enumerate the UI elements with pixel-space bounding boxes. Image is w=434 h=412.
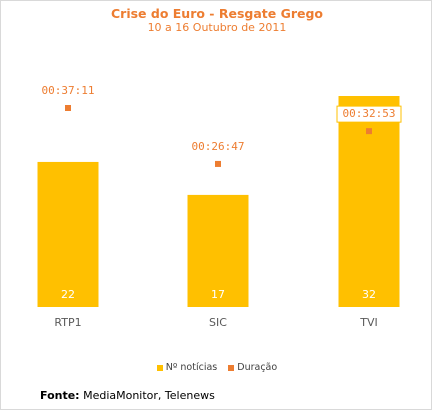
legend-label-noticias: Nº notícias — [165, 362, 218, 373]
bar-value-label-rtp1: 22 — [61, 288, 75, 301]
chart-title: Crise do Euro - Resgate Grego — [110, 6, 324, 21]
legend-label-duracao: Duração — [237, 362, 278, 373]
category-label-sic: SIC — [209, 316, 227, 329]
chart-legend: Nº notícias Duração — [0, 362, 434, 374]
legend-swatch-noticias — [156, 364, 163, 371]
duration-point-sic — [215, 160, 221, 167]
bar-sic — [187, 194, 249, 307]
duration-point-tvi — [366, 128, 372, 135]
bar-value-label-tvi: 32 — [362, 288, 376, 301]
legend-item-noticias: Nº notícias — [156, 362, 218, 373]
duration-label-box-tvi — [336, 105, 402, 123]
source-note: Fonte: MediaMonitor, Telenews — [40, 389, 215, 402]
source-text: MediaMonitor, Telenews — [79, 389, 215, 402]
bar-rtp1 — [37, 161, 99, 307]
legend-item-duracao: Duração — [228, 362, 277, 373]
duration-label-rtp1: 00:37:11 — [42, 84, 95, 97]
chart-subtitle: 10 a 16 Outubro de 2011 — [147, 21, 287, 34]
legend-swatch-duracao — [228, 364, 235, 371]
duration-point-rtp1 — [65, 105, 71, 111]
category-label-rtp1: RTP1 — [54, 316, 81, 329]
bar-tvi — [338, 96, 400, 307]
duration-label-sic: 00:26:47 — [192, 140, 245, 153]
source-prefix: Fonte: — [40, 389, 80, 402]
duration-label-tvi: 00:32:53 — [343, 107, 396, 120]
category-label-tvi: TVI — [359, 316, 378, 329]
bar-value-label-sic: 17 — [211, 288, 225, 301]
